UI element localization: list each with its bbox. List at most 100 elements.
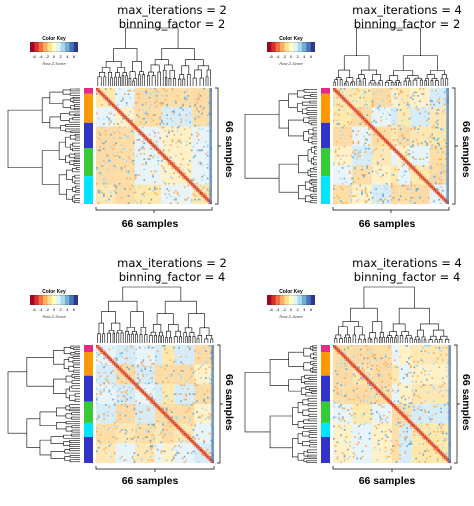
color-key-swatch	[275, 295, 281, 305]
dendrogram-branch	[126, 326, 135, 332]
color-key-tick-label: 6	[72, 307, 76, 312]
color-key-tick-label: -4	[38, 307, 43, 312]
dendrogram-branch	[311, 136, 315, 140]
dendrogram-branch	[278, 163, 299, 193]
dendrogram-branch	[308, 418, 313, 422]
color-key-tick-label: -4	[275, 307, 280, 312]
color-key-swatch	[30, 295, 35, 305]
color-key-tick-label: -6	[32, 307, 36, 312]
dendrogram-branch	[312, 370, 315, 374]
dendrogram-branch	[65, 405, 70, 411]
heatmap-edge-column	[446, 88, 449, 204]
dendrogram-branch	[339, 79, 343, 82]
dendrogram-branch	[7, 109, 43, 168]
dendrogram-branch	[41, 150, 60, 185]
dendrogram-branch	[71, 385, 75, 389]
dendrogram-branch	[312, 348, 314, 352]
dendrogram-branch	[65, 413, 72, 419]
dendrogram-branch	[338, 326, 348, 335]
color-key-tick-label: 2	[59, 54, 62, 59]
dendrogram-branch	[311, 182, 314, 186]
dendrogram-branch	[354, 326, 363, 335]
group-color-bar	[84, 88, 93, 94]
color-key-swatch	[73, 42, 78, 52]
dendrogram-branch	[357, 338, 362, 341]
dendrogram-branch	[132, 61, 142, 72]
dendrogram-branch	[69, 408, 74, 412]
dendrogram-branch	[71, 412, 75, 416]
dendrogram-branch	[308, 413, 312, 417]
dendrogram-branch	[303, 362, 311, 371]
dendrogram-branch	[56, 407, 66, 417]
dendrogram-branch	[133, 78, 138, 82]
dendrogram-branch	[435, 80, 439, 84]
color-key-swatch	[271, 42, 276, 52]
dendrogram-branch	[303, 450, 308, 457]
dendrogram-branch	[378, 80, 383, 83]
color-key-tick-label: 0	[52, 54, 56, 59]
dendrogram-branch	[288, 351, 304, 367]
color-key-tick-label: 6	[309, 307, 313, 312]
dendrogram-branch	[390, 337, 394, 339]
heatmap-graphic	[7, 27, 221, 213]
color-key-swatch	[280, 42, 285, 52]
dendrogram-branch	[69, 394, 76, 401]
group-color-bar	[321, 401, 330, 423]
color-key-swatch	[60, 42, 66, 52]
dendrogram-branch	[132, 331, 137, 335]
color-key-swatch	[306, 295, 311, 305]
dendrogram-branch	[373, 82, 377, 85]
color-key-tick-label: 4	[303, 54, 306, 59]
color-key-swatch	[51, 42, 57, 52]
color-key-swatch	[64, 295, 70, 305]
dendrogram-branch	[65, 421, 73, 425]
dendrogram-branch	[108, 300, 138, 312]
dendrogram-branch	[58, 141, 66, 160]
color-key-swatch	[288, 42, 294, 52]
dendrogram-branch	[297, 90, 305, 98]
dendrogram-branch	[70, 105, 75, 110]
dendrogram-branch	[70, 345, 74, 349]
dendrogram-branch	[74, 156, 77, 159]
dendrogram-branch	[110, 77, 114, 82]
dendrogram-branch	[72, 148, 75, 152]
dendrogram-branch	[445, 78, 449, 81]
dendrogram-branch	[188, 313, 205, 328]
dendrogram-branch	[65, 136, 71, 148]
dendrogram-branch	[73, 194, 76, 199]
dendrogram-branch	[65, 388, 70, 399]
dendrogram-branch	[313, 156, 316, 161]
dendrogram-branch	[311, 141, 314, 145]
dendrogram-branch	[70, 130, 75, 133]
dendrogram-branch	[69, 455, 74, 458]
group-color-bar	[321, 352, 330, 376]
color-key-tick-label: -4	[275, 54, 280, 59]
dendrogram-branch	[421, 336, 426, 340]
dendrogram-branch	[72, 186, 76, 192]
dendrogram-branch	[334, 338, 338, 341]
color-key-swatch	[275, 42, 281, 52]
dendrogram-branch	[117, 67, 126, 73]
dendrogram-branch	[415, 336, 420, 340]
dendrogram-branch	[407, 75, 419, 79]
dendrogram-branch	[313, 166, 315, 170]
color-key-swatch	[38, 42, 44, 52]
dendrogram-branch	[298, 185, 306, 200]
color-key-tick-label: 2	[296, 307, 299, 312]
dendrogram-branch	[304, 181, 310, 190]
dendrogram-branch	[69, 459, 75, 463]
dendrogram-branch	[72, 117, 75, 121]
group-color-bar	[84, 401, 93, 423]
dendrogram-branch	[307, 149, 312, 162]
color-key-title: Color Key	[279, 289, 303, 295]
dendrogram-branch	[168, 77, 172, 83]
heatmap-edge-column	[209, 88, 212, 204]
color-key-ticks: -6 -4 -2 0 2 4 6	[30, 54, 78, 60]
dendrogram-branch	[121, 75, 125, 80]
dendrogram-branch	[68, 118, 73, 123]
dendrogram-branch	[105, 61, 122, 68]
dendrogram-branch	[179, 336, 182, 340]
color-key-swatch	[297, 42, 303, 52]
dendrogram-branch	[115, 72, 120, 78]
dendrogram-branch	[147, 75, 150, 80]
